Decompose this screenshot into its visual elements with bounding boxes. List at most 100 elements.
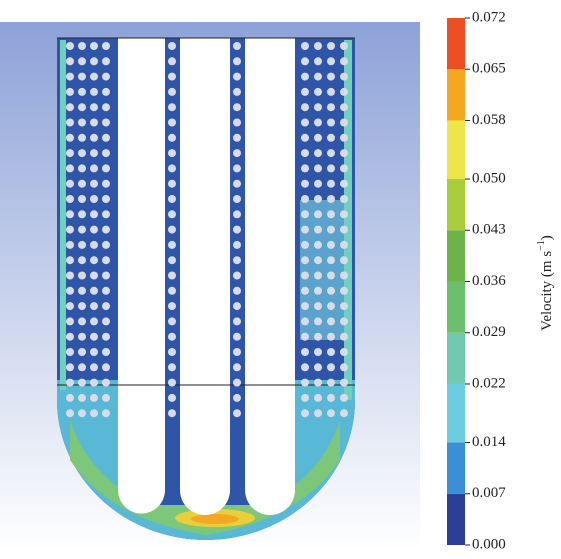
contour [57,38,355,540]
tube [168,379,176,387]
tube [340,287,348,295]
tube [66,57,74,65]
tube [327,57,335,65]
tube [314,57,322,65]
tube [340,149,348,157]
colorbar: 0.0000.0070.0140.0220.0290.0360.0430.050… [447,9,506,552]
tube [168,88,176,96]
tube [78,226,86,234]
tube [301,348,309,356]
tube [327,333,335,341]
tube [90,256,98,264]
tube [314,302,322,310]
tube [327,149,335,157]
tube [78,119,86,127]
tube [340,42,348,50]
channel [245,38,295,515]
tube [301,103,309,111]
tube [78,409,86,417]
tube [233,195,241,203]
tube [102,363,110,371]
tube [168,317,176,325]
figure: 0.0000.0070.0140.0220.0290.0360.0430.050… [0,0,561,554]
tube [102,195,110,203]
tube [340,363,348,371]
color-band [447,179,465,230]
tube [168,363,176,371]
tube [340,348,348,356]
tube [66,195,74,203]
tube [90,348,98,356]
tube [78,287,86,295]
tube [314,73,322,81]
tick-label: 0.065 [472,61,506,77]
tube [90,379,98,387]
tube [327,348,335,356]
tube [90,394,98,402]
tube [168,256,176,264]
tube [301,272,309,280]
tube [102,164,110,172]
tube [327,256,335,264]
tube [90,103,98,111]
tube [78,317,86,325]
tube [314,119,322,127]
tube [314,272,322,280]
tube [301,210,309,218]
tube [90,149,98,157]
color-band [447,333,465,384]
tube [314,42,322,50]
tube [340,394,348,402]
tick-label: 0.007 [472,485,506,501]
tube [78,134,86,142]
tube [102,88,110,96]
tube [340,333,348,341]
tube [340,103,348,111]
channel [118,38,165,514]
tube [233,42,241,50]
tube [102,149,110,157]
tube [327,42,335,50]
tube [233,379,241,387]
tube [78,363,86,371]
tube [314,409,322,417]
tube [78,149,86,157]
tube [301,256,309,264]
tick-label: 0.022 [472,375,506,391]
tube [340,302,348,310]
tube [66,103,74,111]
tube [78,272,86,280]
tube [168,73,176,81]
tube [314,241,322,249]
tube [168,149,176,157]
tube [66,317,74,325]
tube [102,103,110,111]
tube [66,73,74,81]
tube [90,409,98,417]
tube [102,119,110,127]
tube [102,379,110,387]
tube [327,272,335,280]
color-band [447,18,465,69]
tube [102,42,110,50]
tube [78,164,86,172]
tube [102,241,110,249]
tube [340,241,348,249]
tube [327,287,335,295]
tube [66,379,74,387]
tube [90,42,98,50]
tube [327,103,335,111]
tube [78,73,86,81]
tube [90,363,98,371]
tube [340,119,348,127]
tube [233,210,241,218]
tube [301,394,309,402]
tube [233,134,241,142]
tube [90,88,98,96]
tube [168,409,176,417]
tube [233,302,241,310]
label-text: Velocity (m s [539,251,555,331]
tube [66,363,74,371]
tube [78,42,86,50]
tube [102,134,110,142]
